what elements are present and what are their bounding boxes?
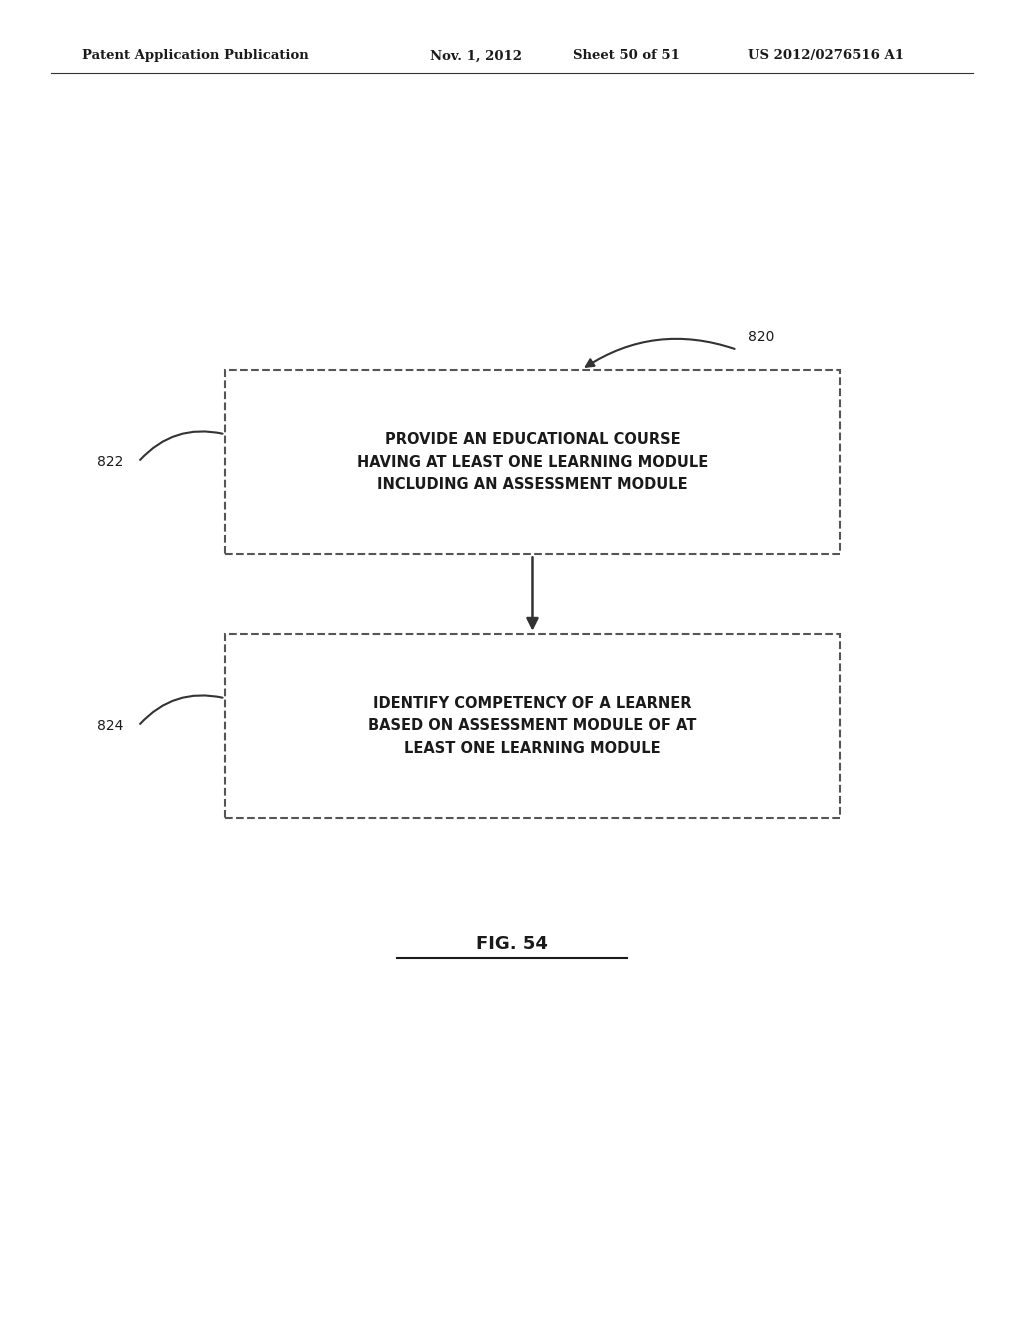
Text: US 2012/0276516 A1: US 2012/0276516 A1 — [748, 49, 903, 62]
Text: Nov. 1, 2012: Nov. 1, 2012 — [430, 49, 522, 62]
Text: Patent Application Publication: Patent Application Publication — [82, 49, 308, 62]
Text: PROVIDE AN EDUCATIONAL COURSE
HAVING AT LEAST ONE LEARNING MODULE
INCLUDING AN A: PROVIDE AN EDUCATIONAL COURSE HAVING AT … — [356, 433, 709, 492]
Text: 822: 822 — [96, 455, 123, 469]
Text: IDENTIFY COMPETENCY OF A LEARNER
BASED ON ASSESSMENT MODULE OF AT
LEAST ONE LEAR: IDENTIFY COMPETENCY OF A LEARNER BASED O… — [369, 697, 696, 755]
FancyBboxPatch shape — [225, 370, 840, 554]
Text: 820: 820 — [748, 330, 774, 343]
Text: FIG. 54: FIG. 54 — [476, 935, 548, 953]
Text: Sheet 50 of 51: Sheet 50 of 51 — [573, 49, 680, 62]
Text: 824: 824 — [96, 719, 123, 733]
FancyBboxPatch shape — [225, 634, 840, 818]
